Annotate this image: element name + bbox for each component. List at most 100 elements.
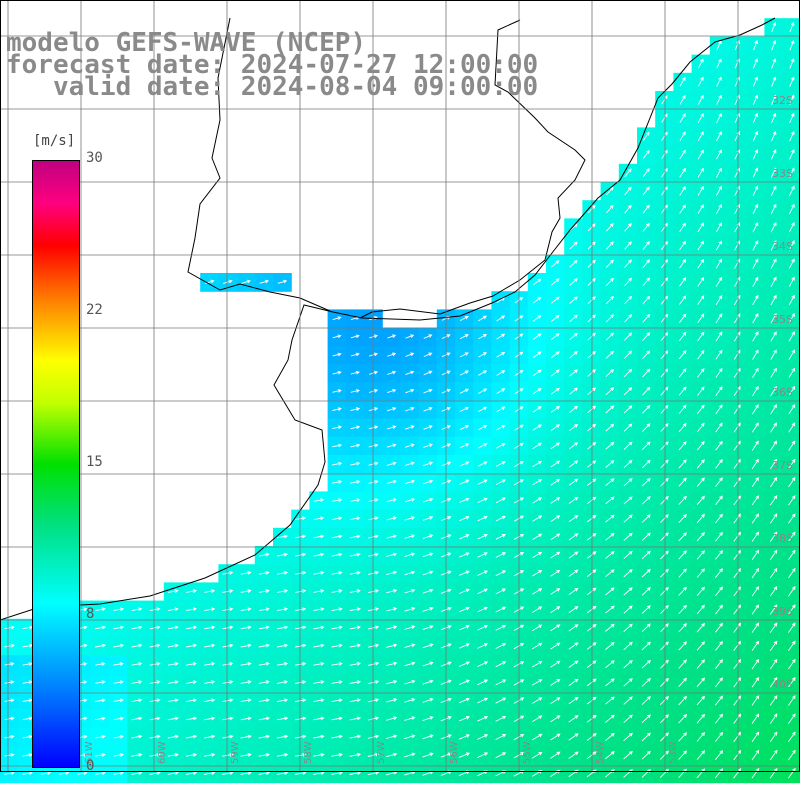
wind-arrow	[605, 514, 615, 523]
wind-arrow	[623, 387, 633, 396]
wind-arrow	[495, 679, 507, 686]
wind-arrow	[350, 425, 361, 430]
wind-arrow	[532, 515, 543, 522]
wind-arrow	[550, 569, 561, 577]
wind-arrow	[569, 241, 578, 250]
wind-arrow	[4, 734, 15, 739]
wind-arrow	[771, 112, 777, 124]
wind-arrow	[131, 625, 143, 630]
wind-arrow	[568, 678, 579, 687]
wind-arrow	[752, 240, 759, 251]
wind-arrow	[678, 695, 687, 706]
wind-arrow	[496, 424, 506, 431]
wind-arrow	[679, 295, 687, 305]
wind-arrow	[587, 423, 597, 432]
wind-arrow	[568, 624, 579, 632]
wind-arrow	[240, 752, 252, 757]
wind-arrow	[696, 459, 705, 469]
wind-arrow	[605, 605, 615, 614]
wind-arrow	[641, 496, 651, 505]
wind-arrow	[660, 477, 669, 487]
wind-arrow	[715, 295, 723, 305]
colorbar-tick-15: 15	[86, 454, 103, 470]
model-title: modelo GEFS-WAVE (NCEP)	[6, 28, 367, 58]
wind-arrow	[624, 277, 632, 287]
wind-arrow	[459, 461, 470, 467]
wind-arrow	[752, 258, 759, 269]
wind-arrow	[587, 405, 597, 414]
wind-arrow	[423, 461, 434, 467]
wind-arrow	[641, 477, 651, 487]
wind-arrow	[788, 586, 796, 597]
wind-arrow	[313, 752, 325, 757]
wind-arrow	[641, 677, 651, 687]
wind-arrow	[789, 94, 795, 105]
wind-arrow	[313, 643, 325, 648]
wind-arrow	[715, 622, 723, 633]
wind-arrow	[149, 752, 161, 757]
wind-arrow	[550, 642, 561, 650]
wind-arrow	[4, 716, 15, 721]
wind-arrow	[477, 497, 488, 504]
wind-arrow	[568, 424, 579, 432]
wind-arrow	[697, 240, 705, 251]
wind-arrow	[186, 698, 198, 703]
wind-arrow	[568, 715, 579, 723]
wind-arrow	[660, 586, 669, 596]
wind-arrow	[532, 424, 542, 431]
wind-arrow	[477, 425, 488, 431]
wind-arrow	[568, 460, 579, 468]
wind-arrow	[769, 658, 778, 670]
wind-arrow	[550, 442, 561, 450]
wind-arrow	[697, 113, 704, 123]
wind-arrow	[167, 607, 179, 612]
wind-arrow	[258, 552, 270, 557]
wind-arrow	[642, 313, 651, 323]
wind-arrow	[716, 94, 722, 105]
wind-arrow	[531, 751, 543, 759]
wind-arrow	[422, 661, 434, 667]
wind-arrow	[349, 607, 361, 612]
wind-arrow	[769, 604, 778, 615]
wind-arrow	[659, 696, 669, 706]
wind-arrow	[331, 643, 343, 648]
wind-arrow	[679, 222, 686, 232]
wind-arrow	[605, 496, 615, 505]
forecast-date: forecast date: 2024-07-27 12:00:00	[6, 50, 539, 80]
wind-arrow	[185, 752, 198, 757]
wind-arrow	[623, 569, 633, 578]
wind-arrow	[752, 58, 759, 69]
wind-arrow	[331, 734, 343, 739]
wind-arrow	[550, 715, 561, 723]
wind-arrow	[569, 314, 578, 323]
wind-arrow	[605, 387, 615, 396]
wind-arrow	[222, 698, 234, 703]
wind-arrow	[459, 515, 470, 522]
wind-arrow	[422, 588, 434, 594]
wind-arrow	[715, 513, 723, 524]
wind-arrow	[350, 443, 361, 448]
wind-arrow	[751, 531, 760, 542]
wind-arrow	[349, 734, 362, 739]
wind-arrow	[715, 604, 723, 615]
wind-arrow	[423, 425, 433, 430]
wind-arrow	[258, 661, 270, 666]
wind-arrow	[642, 168, 650, 178]
wind-arrow	[605, 587, 615, 596]
wind-arrow	[204, 716, 216, 721]
wind-arrow	[624, 168, 632, 178]
wind-arrow	[495, 643, 507, 649]
wind-arrow	[678, 477, 687, 487]
wind-arrow	[586, 514, 597, 523]
wind-arrow	[733, 568, 741, 579]
wind-arrow	[642, 368, 651, 378]
wind-arrow	[605, 642, 615, 650]
wind-arrow	[331, 607, 343, 612]
lat-label: 40S	[772, 678, 793, 691]
wind-arrow	[752, 221, 759, 233]
wind-arrow	[550, 424, 560, 431]
wind-arrow	[605, 660, 615, 669]
wind-arrow	[332, 425, 343, 430]
wind-arrow	[386, 407, 397, 412]
wind-arrow	[258, 734, 271, 739]
